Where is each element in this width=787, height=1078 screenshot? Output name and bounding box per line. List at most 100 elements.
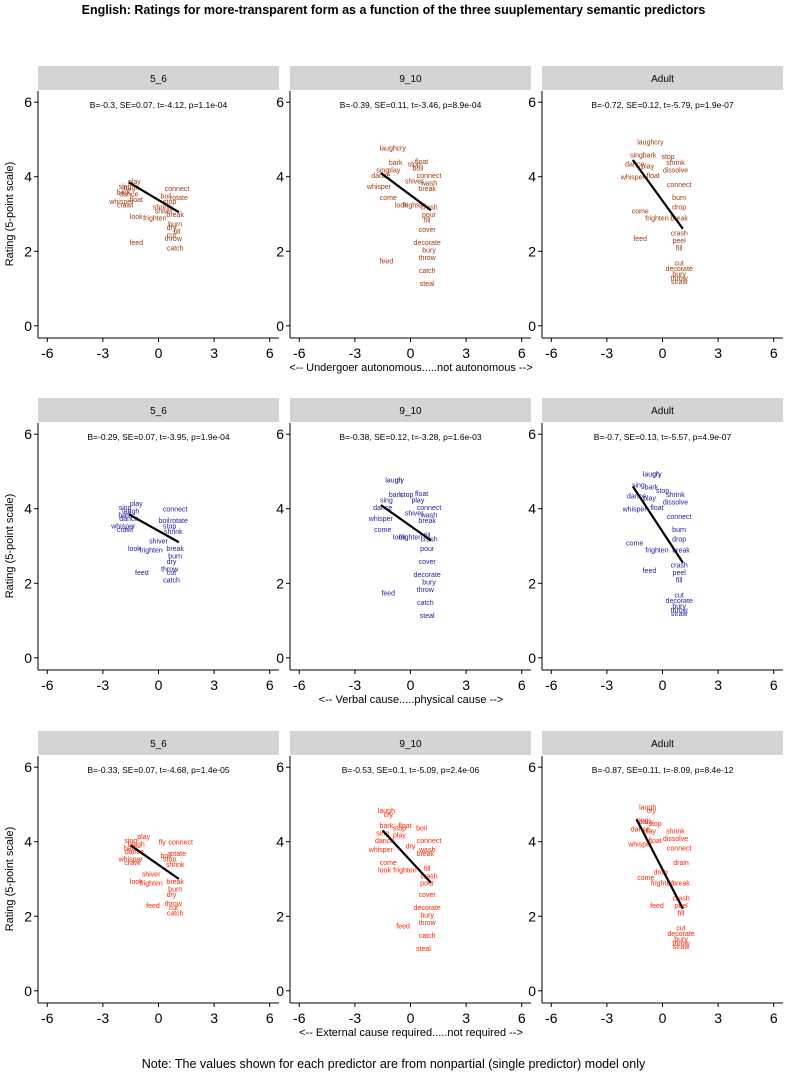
word-point: come: [380, 195, 397, 202]
word-point: cut: [167, 233, 176, 240]
word-point: whisper: [108, 199, 134, 206]
figure-title: English: Ratings for more-transparent fo…: [81, 3, 706, 17]
x-tick-label: 3: [714, 677, 722, 693]
y-tick-label: 2: [24, 243, 32, 259]
word-point: pour: [420, 881, 435, 888]
facet-panel-9_10: 9_10 0 2 4 6 -6 -3 0 3 6 B=-0.38, SE=0.12, t=-3.28…: [276, 398, 531, 693]
y-tick-label: 4: [276, 834, 284, 850]
word-point: frighten: [651, 881, 674, 888]
x-tick-label: 3: [714, 1010, 722, 1026]
x-tick-label: -6: [293, 345, 306, 361]
word-point: dance: [631, 827, 650, 834]
x-tick-label: -3: [601, 345, 614, 361]
word-point: frighten: [645, 216, 668, 223]
word-point: laugh: [643, 471, 660, 478]
word-point: burn: [168, 553, 182, 560]
word-point: cover: [419, 559, 437, 566]
y-tick-label: 6: [276, 759, 284, 775]
y-tick-label: 4: [528, 501, 536, 517]
regression-line: [128, 181, 180, 214]
word-point: dissolve: [663, 167, 688, 174]
word-point: play: [137, 834, 150, 841]
facet-strip: [542, 66, 783, 90]
x-tick-label: -6: [41, 345, 54, 361]
x-tick-label: 0: [659, 677, 667, 693]
facet-panel-Adult: Adult 0 2 4 6 -6 -3 0 3 6 B=-0.72, SE=0.12, t=-5.7…: [528, 66, 783, 361]
word-point: feed: [396, 924, 410, 931]
y-tick-label: 2: [528, 243, 536, 259]
word-point: look: [130, 879, 143, 886]
word-point: bark: [639, 819, 653, 826]
word-point: float: [130, 197, 143, 204]
word-point: break: [418, 518, 436, 525]
word-point: throw: [671, 607, 689, 614]
facet-strip: [542, 731, 783, 755]
word-point: float: [648, 838, 661, 845]
word-point: peel: [673, 238, 687, 245]
word-point: bury: [420, 912, 434, 919]
word-point: break: [417, 851, 435, 858]
word-point: bury: [672, 604, 686, 611]
word-point: play: [643, 496, 656, 503]
word-point: throw: [417, 587, 435, 594]
word-point: play: [411, 497, 424, 504]
word-point: bury: [422, 579, 436, 586]
y-tick-label: 0: [24, 650, 32, 666]
word-point: crash: [672, 896, 689, 903]
word-point: sing: [630, 152, 643, 159]
x-axis-title: <-- Verbal cause.....physical cause -->: [319, 694, 504, 706]
word-point: connect: [667, 845, 692, 852]
word-point: feed: [650, 903, 664, 910]
x-tick-label: -3: [97, 1010, 110, 1026]
word-point: fill: [676, 246, 683, 253]
word-point: play: [387, 167, 400, 174]
word-point: look: [128, 546, 141, 553]
word-point: drop: [654, 870, 668, 877]
x-tick-label: -6: [41, 1010, 54, 1026]
word-point: pour: [420, 546, 435, 553]
y-tick-label: 6: [24, 94, 32, 110]
y-axis-title: Rating (5-point scale): [4, 494, 16, 599]
word-point: fly: [159, 840, 167, 847]
word-point: laugh: [639, 804, 656, 811]
x-tick-label: -3: [349, 1010, 362, 1026]
word-point: come: [637, 875, 654, 882]
word-point: break: [166, 546, 184, 553]
word-point: bark: [645, 484, 659, 491]
word-point: cry: [647, 808, 657, 815]
word-point: feed: [129, 240, 143, 247]
regression-line: [128, 513, 180, 544]
word-point: bark: [118, 512, 132, 519]
facet-label: 5_6: [150, 74, 167, 85]
word-point: dance: [625, 162, 644, 169]
word-point: decorate: [667, 931, 694, 938]
word-point: look: [130, 214, 143, 221]
word-point: stop: [408, 162, 421, 169]
facet-strip: [290, 66, 531, 90]
word-point: crawl: [124, 860, 141, 867]
word-point: straw: [671, 611, 689, 618]
word-point: dissolve: [663, 836, 688, 843]
word-point: shrink: [666, 492, 685, 499]
x-tick-label: 6: [770, 345, 778, 361]
x-tick-label: 3: [210, 677, 218, 693]
regression-line: [130, 844, 180, 880]
word-point: float: [647, 173, 660, 180]
word-point: feed: [633, 236, 647, 243]
word-point: feed: [380, 259, 394, 266]
y-tick-label: 0: [276, 318, 284, 334]
word-point: shrink: [164, 529, 183, 536]
x-tick-label: 3: [462, 345, 470, 361]
x-tick-label: -3: [349, 677, 362, 693]
y-tick-label: 4: [276, 501, 284, 517]
regression-line: [631, 485, 684, 564]
word-point: crash: [420, 873, 437, 880]
word-point: cry: [652, 471, 662, 478]
word-point: connect: [163, 507, 188, 514]
word-point: laugh: [378, 808, 395, 815]
word-point: shrink: [166, 862, 185, 869]
word-point: decorate: [666, 266, 693, 273]
word-point: sing: [124, 838, 137, 845]
word-point: catch: [163, 578, 180, 585]
word-point: play: [393, 832, 406, 839]
